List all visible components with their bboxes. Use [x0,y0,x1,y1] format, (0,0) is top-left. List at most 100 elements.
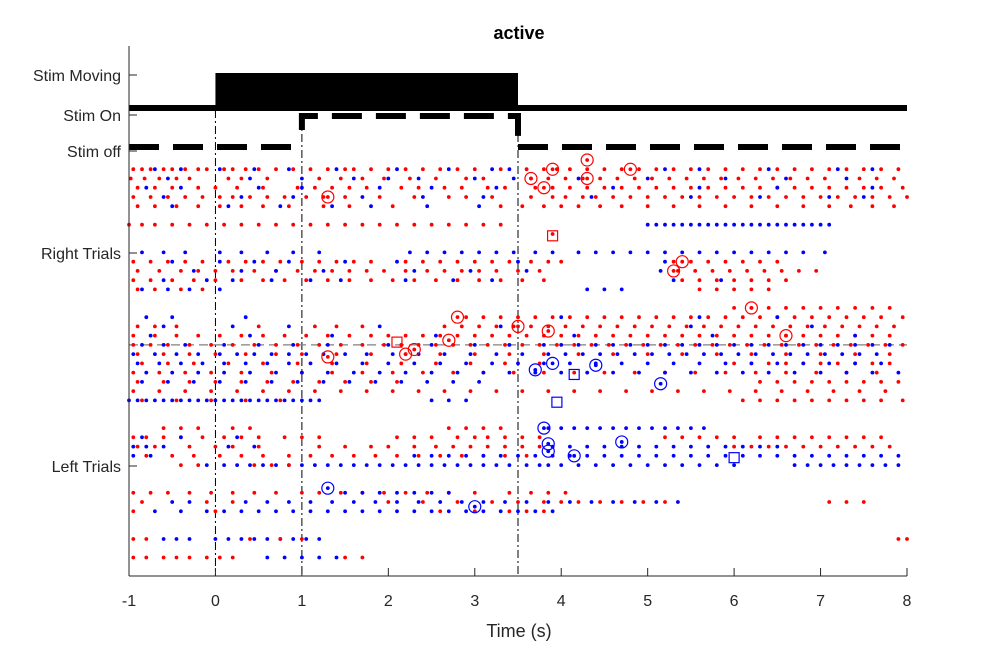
spike-dot-blue [766,343,771,347]
spike-dot-blue [645,463,650,467]
spike-dot-red [784,278,788,283]
spike-dot-blue [166,176,170,181]
spike-dot-red [347,333,352,338]
spike-dot-red [481,222,486,227]
spike-dot-red [827,500,832,504]
event-circle-center [529,176,533,181]
x-tick-label: 1 [297,593,306,610]
spike-dot-red [853,195,857,199]
spike-dot-blue [217,352,222,356]
spike-dot-blue [568,361,572,366]
spike-dot-red [382,343,386,347]
spike-dot-red [295,343,300,347]
spike-dot-red [835,333,840,338]
spike-dot-blue [749,250,754,255]
spike-dot-red [243,167,248,172]
spike-dot-red [892,176,896,181]
spike-dot-red [831,343,836,347]
spike-dot-blue [235,463,240,467]
spike-dot-red [498,167,503,172]
spike-dot-blue [732,463,736,467]
spike-dot-red [187,343,192,347]
spike-dot-blue [671,278,676,283]
spike-dot-blue [274,269,278,273]
spike-dot-blue [723,361,728,366]
spike-dot-red [896,537,901,541]
spike-dot-blue [243,380,248,384]
spike-dot-blue [697,343,702,347]
spike-dot-blue [153,398,157,403]
spike-dot-blue [287,259,291,264]
spike-dot-blue [576,176,581,181]
spike-dot-blue [317,250,322,255]
spike-dot-blue [468,463,473,467]
spike-dot-blue [287,167,291,172]
spike-dot-red [131,167,136,172]
spike-dot-blue [736,352,741,356]
spike-dot-red [810,185,814,190]
spike-dot-red [827,167,832,172]
spike-dot-red [274,167,278,172]
spike-dot-red [239,435,244,440]
spike-dot-blue [580,352,585,356]
spike-dot-blue [239,537,244,541]
spike-dot-red [628,195,633,199]
spike-dot-red [459,269,464,273]
spike-dot-red [533,185,538,190]
spike-dot-blue [758,453,762,458]
spike-dot-red [835,195,840,199]
spike-dot-blue [835,167,840,172]
spike-dot-red [723,370,728,375]
event-circle-center [550,167,555,172]
spike-dot-blue [810,222,814,227]
spike-dot-red [131,370,136,375]
spike-dot-blue [377,463,382,467]
spike-dot-blue [663,370,667,375]
spike-dot-blue [879,361,883,366]
spike-dot-blue [464,361,468,366]
spike-dot-red [818,306,823,310]
spike-dot-red [481,426,486,430]
spike-dot-red [693,343,698,347]
spike-dot-red [775,380,780,384]
spike-dot-red [131,555,136,560]
spike-dot-blue [343,352,347,356]
spike-dot-red [697,278,702,283]
spike-dot-red [861,380,866,384]
spike-dot-blue [706,222,711,227]
spike-dot-blue [204,509,209,514]
spike-dot-blue [550,509,555,514]
spike-dot-red [727,269,732,273]
spike-dot-red [200,435,205,440]
spike-dot-red [412,435,417,440]
spike-dot-red [334,352,339,356]
spike-dot-red [360,176,365,181]
spike-dot-blue [243,315,248,320]
spike-dot-blue [161,195,166,199]
spike-dot-blue [563,352,568,356]
spike-dot-red [295,269,300,273]
spike-dot-blue [766,222,771,227]
spike-dot-red [148,490,153,495]
spike-dot-red [261,204,265,209]
spike-dot-red [710,343,715,347]
spike-dot-red [131,389,136,393]
spike-dot-red [265,195,270,199]
spike-dot-blue [429,370,434,375]
spike-dot-blue [265,398,270,403]
spike-dot-red [563,490,568,495]
y-label-stim-on: Stim On [63,108,121,125]
spike-dot-red [157,389,162,393]
spike-dot-red [879,185,883,190]
spike-dot-red [641,500,646,504]
spike-dot-red [753,324,758,329]
spike-dot-blue [140,380,144,384]
spike-dot-red [166,490,170,495]
spike-dot-blue [689,370,693,375]
spike-dot-red [226,176,231,181]
event-lines [214,110,519,576]
spike-dot-blue [775,222,780,227]
spike-dot-red [265,380,270,384]
spike-dot-blue [689,444,693,449]
spike-dot-blue [740,453,745,458]
